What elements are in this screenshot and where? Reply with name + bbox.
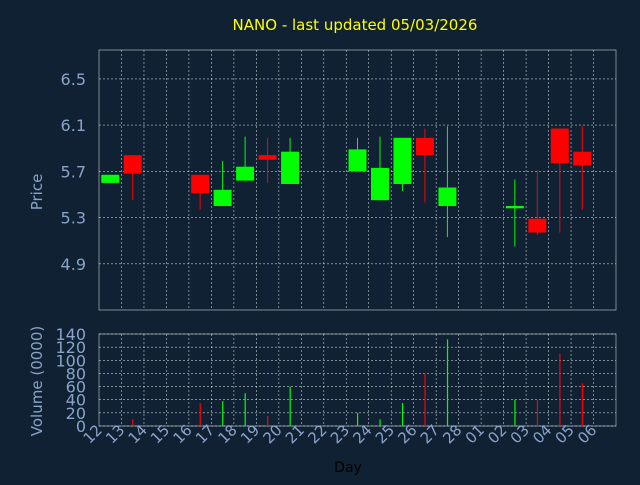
volume-bar (424, 373, 426, 426)
volume-bar (244, 393, 246, 426)
volume-bar (401, 403, 404, 426)
volume-bar (222, 401, 224, 426)
candle-body (505, 206, 524, 209)
volume-plot-frame (98, 333, 617, 427)
x-tick-label: 06 (574, 421, 600, 447)
volume-bar (446, 339, 449, 426)
candle-body (348, 149, 367, 172)
volume-tick-label: 0 (76, 417, 86, 436)
volume-tick-label: 80 (66, 364, 86, 383)
price-tick-label: 5.3 (61, 209, 86, 228)
candle-body (191, 174, 210, 194)
price-plot-frame (98, 49, 617, 311)
volume-bar (581, 383, 583, 426)
volume-bar (379, 419, 381, 426)
volume-bar (132, 419, 134, 426)
candle-body (393, 137, 412, 185)
candle-body (236, 166, 255, 181)
volume-tick-label: 20 (66, 404, 86, 423)
candle-body (213, 189, 232, 206)
volume-bar (559, 353, 561, 426)
price-tick-label: 5.7 (61, 162, 86, 181)
volume-bar (267, 416, 269, 426)
candle-body (550, 128, 569, 164)
candle-body (573, 151, 592, 166)
candle-body (123, 155, 142, 174)
volume-tick-label: 100 (55, 351, 86, 370)
chart-title: NANO - last updated 05/03/2026 (233, 16, 478, 34)
candle-body (438, 187, 457, 206)
candle-body (258, 155, 277, 160)
price-tick-label: 4.9 (61, 255, 86, 274)
volume-axis-label: Volume (0000) (28, 326, 46, 436)
price-axis-label: Price (28, 174, 46, 211)
volume-tick-label: 140 (55, 325, 86, 344)
volume-panel: 0204060801001201401213141516171819202122… (55, 325, 617, 447)
candle-body (101, 174, 120, 183)
volume-bar (536, 399, 539, 426)
volume-bar (289, 386, 291, 426)
volume-bar (514, 399, 516, 426)
candle-body (370, 167, 389, 201)
candle-body (415, 137, 434, 156)
volume-tick-label: 40 (66, 391, 86, 410)
candle-body (528, 218, 547, 233)
price-panel: 4.9 5.3 5.7 6.1 6.5 (61, 49, 617, 311)
volume-tick-label: 120 (55, 338, 86, 357)
volume-tick-label: 60 (66, 378, 86, 397)
volume-bar (199, 403, 201, 426)
candle-body (281, 151, 300, 185)
volume-bar (357, 412, 359, 426)
x-axis-label: Day (334, 460, 362, 476)
price-tick-label: 6.1 (61, 116, 86, 135)
price-tick-label: 6.5 (61, 70, 86, 89)
